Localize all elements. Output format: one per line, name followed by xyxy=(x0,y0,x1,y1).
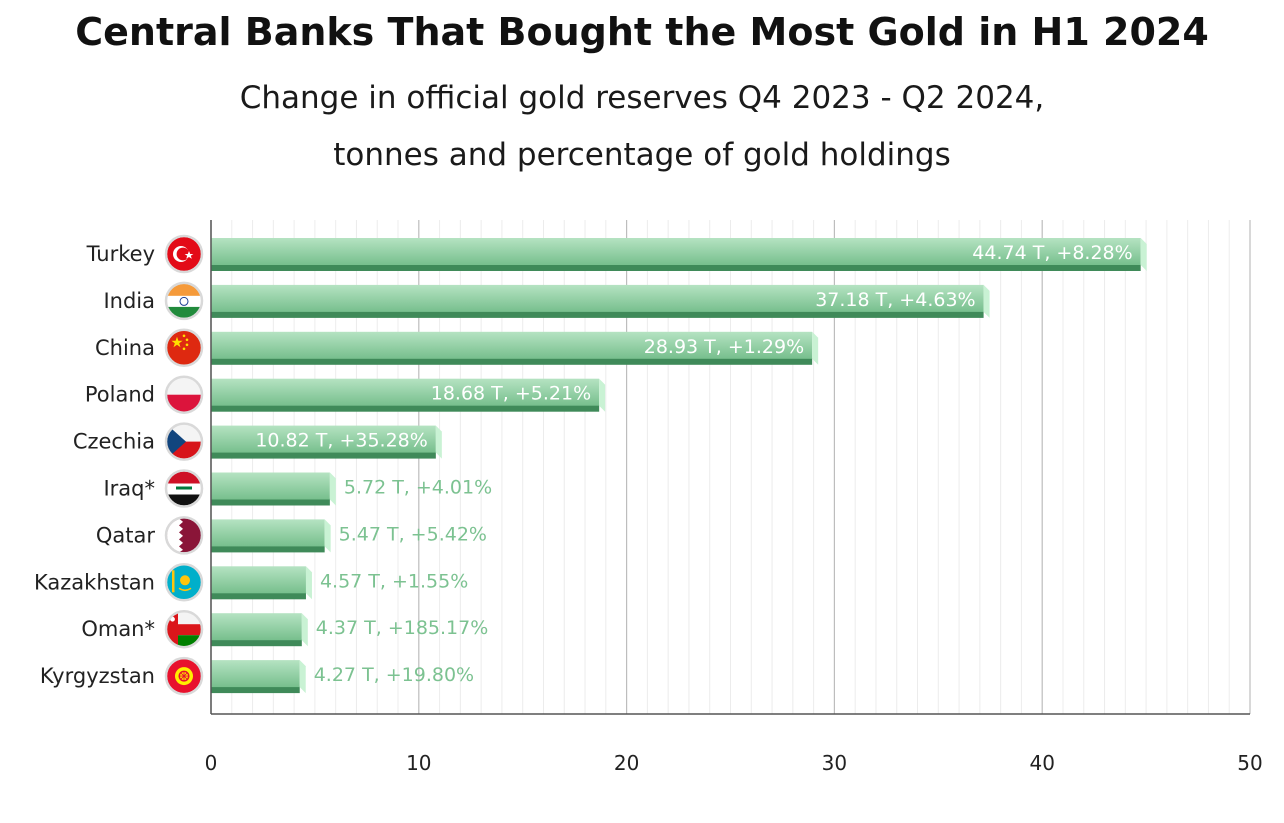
chart-subtitle-line-2: tonnes and percentage of gold holdings xyxy=(333,137,951,173)
x-tick-label: 50 xyxy=(1237,751,1262,775)
bar-body xyxy=(211,378,600,406)
bar-shadow xyxy=(211,686,300,694)
category-label: Czechia xyxy=(73,430,155,454)
bar-side xyxy=(435,425,442,459)
data-label: 44.74 T, +8.28% xyxy=(972,242,1132,264)
bar-poland: 18.68 T, +5.21% xyxy=(211,378,606,412)
bar-qatar: 5.47 T, +5.42% xyxy=(211,519,487,553)
bar-side xyxy=(329,472,336,506)
bar-kazakhstan: 4.57 T, +1.55% xyxy=(211,566,468,600)
kyrgyzstan-flag-icon xyxy=(164,656,204,696)
oman-flag-icon xyxy=(164,609,204,649)
data-label: 18.68 T, +5.21% xyxy=(431,383,591,405)
bar-iraq: 5.72 T, +4.01% xyxy=(211,472,492,506)
bar-side xyxy=(599,378,606,412)
bar-shadow xyxy=(211,451,436,459)
bar-shadow xyxy=(211,310,984,318)
bar-body xyxy=(211,566,306,594)
category-label: Oman* xyxy=(81,617,155,641)
category-label: Turkey xyxy=(86,242,155,266)
turkey-flag-icon xyxy=(164,234,204,274)
bar-body xyxy=(211,519,325,547)
bar-shadow xyxy=(211,264,1141,271)
bar-oman: 4.37 T, +185.17% xyxy=(211,613,488,647)
category-label: China xyxy=(95,336,155,360)
category-label: Kazakhstan xyxy=(34,570,155,594)
category-label: Kyrgyzstan xyxy=(40,664,155,688)
x-tick-label: 40 xyxy=(1029,751,1054,775)
bar-side xyxy=(812,331,819,365)
category-label: Qatar xyxy=(96,523,156,547)
data-label: 28.93 T, +1.29% xyxy=(644,336,804,358)
iraq-flag-icon xyxy=(164,469,204,508)
bar-shadow xyxy=(211,498,330,506)
bar-shadow xyxy=(211,592,306,600)
bar-side xyxy=(305,566,312,600)
bar-shadow xyxy=(211,639,302,647)
bar-body xyxy=(211,425,436,453)
chart-subtitle-line-1: Change in official gold reserves Q4 2023… xyxy=(239,80,1045,116)
bars-layer: 44.74 T, +8.28% 37.18 T, +4.63% 28.93 T, +… xyxy=(211,238,1147,694)
czechia-flag-icon xyxy=(164,422,204,461)
bar-body xyxy=(211,331,813,359)
kazakhstan-flag-icon xyxy=(164,563,204,602)
x-tick-label: 10 xyxy=(406,751,431,775)
data-label: 4.57 T, +1.55% xyxy=(320,570,468,592)
data-label: 4.37 T, +185.17% xyxy=(316,617,488,639)
data-label: 5.47 T, +5.42% xyxy=(339,523,487,545)
category-labels-layer: Turkey India China Poland Czechia Iraq* Qatar K… xyxy=(34,242,155,688)
bar-shadow xyxy=(211,545,325,553)
x-tick-label: 0 xyxy=(205,751,218,775)
bar-india: 37.18 T, +4.63% xyxy=(211,284,990,318)
bar-czechia: 10.82 T, +35.28% xyxy=(211,425,442,459)
qatar-flag-icon xyxy=(164,516,204,555)
bar-shadow xyxy=(211,404,600,412)
bar-shadow xyxy=(211,357,813,365)
x-axis: 0 10 20 30 40 50 xyxy=(205,220,1263,775)
data-label: 10.82 T, +35.28% xyxy=(255,430,427,452)
category-label: Iraq* xyxy=(103,477,155,501)
bar-body xyxy=(211,660,300,688)
category-label: India xyxy=(103,289,155,313)
bar-body xyxy=(211,238,1141,265)
bar-side xyxy=(1140,238,1147,271)
category-label: Poland xyxy=(85,383,155,407)
india-flag-icon xyxy=(164,281,204,321)
data-label: 4.27 T, +19.80% xyxy=(314,664,474,686)
bar-turkey: 44.74 T, +8.28% xyxy=(211,238,1147,271)
poland-flag-icon xyxy=(164,375,204,414)
data-label: 5.72 T, +4.01% xyxy=(344,477,492,499)
bar-body xyxy=(211,472,330,500)
data-label: 37.18 T, +4.63% xyxy=(815,289,975,311)
china-flag-icon xyxy=(164,328,204,368)
bar-side xyxy=(299,660,306,694)
bar-side xyxy=(324,519,331,553)
flags-layer xyxy=(164,234,204,696)
x-tick-label: 30 xyxy=(822,751,847,775)
bar-body xyxy=(211,284,984,312)
bar-kyrgyzstan: 4.27 T, +19.80% xyxy=(211,660,474,694)
chart-title: Central Banks That Bought the Most Gold … xyxy=(75,10,1209,54)
bar-body xyxy=(211,613,302,641)
bar-side xyxy=(983,284,990,318)
bar-side xyxy=(301,613,308,647)
x-tick-label: 20 xyxy=(614,751,639,775)
bar-china: 28.93 T, +1.29% xyxy=(211,331,819,365)
